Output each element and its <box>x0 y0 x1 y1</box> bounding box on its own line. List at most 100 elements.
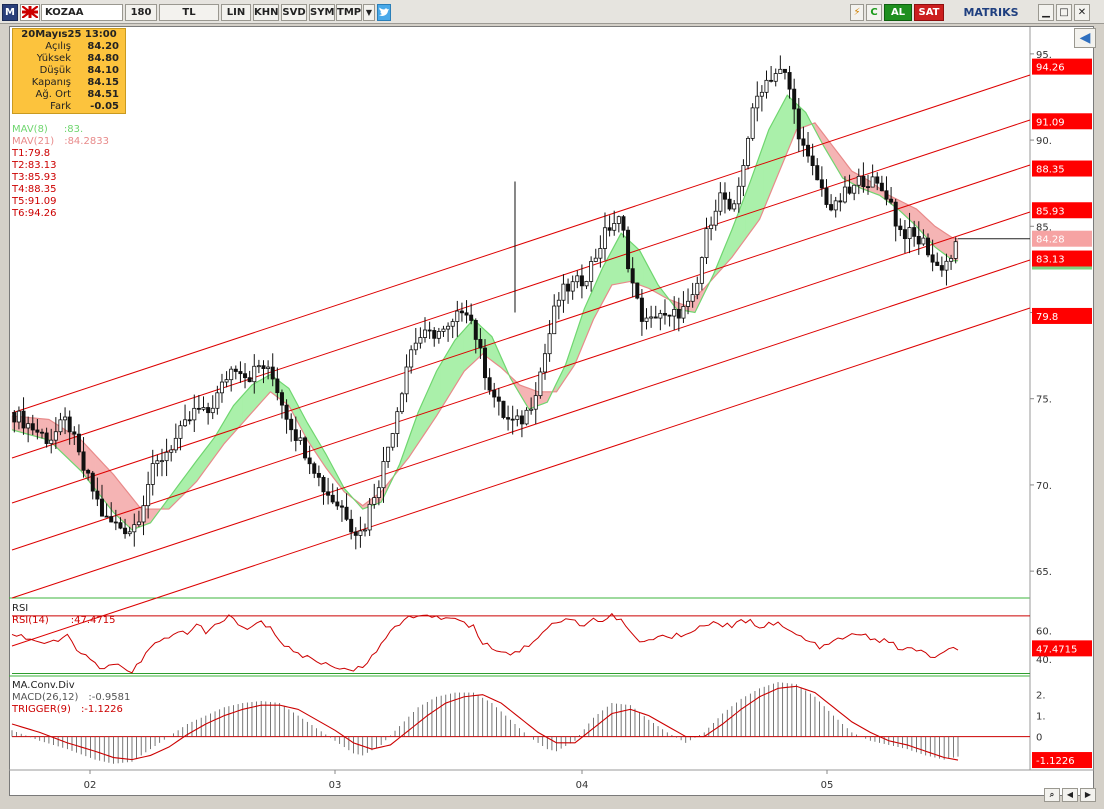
maximize-icon[interactable]: □ <box>1056 4 1072 21</box>
candle-body <box>755 95 760 109</box>
app-logo: M <box>2 4 18 21</box>
candle-body <box>159 460 164 463</box>
c-button[interactable]: C <box>866 4 882 21</box>
x-tick-label: 02 <box>84 780 97 791</box>
level-badge <box>1032 307 1092 324</box>
candle-body <box>713 210 718 226</box>
candle-body <box>496 396 501 402</box>
twitter-icon[interactable] <box>377 4 391 21</box>
candle-body <box>427 329 432 332</box>
candle-body <box>819 179 824 189</box>
lightning-icon[interactable]: ⚡ <box>850 4 864 21</box>
legend-rsi: RSI(14):47.4715 <box>12 615 116 626</box>
dropdown-arrow-icon[interactable]: ▼ <box>363 4 375 21</box>
candle-body <box>459 310 464 314</box>
candle-body <box>473 320 478 340</box>
candle-body <box>279 392 284 406</box>
candle-body <box>870 176 875 188</box>
candle-body <box>141 505 146 523</box>
buy-button[interactable]: AL <box>884 4 912 21</box>
minimize-icon[interactable]: ▁ <box>1038 4 1054 21</box>
chart-canvas[interactable] <box>9 26 1094 796</box>
back-arrow-icon[interactable]: ◀ <box>1074 28 1096 48</box>
candle-body <box>455 310 460 322</box>
candle-body <box>856 175 861 186</box>
sym-button[interactable]: SYM <box>309 4 335 21</box>
channel-line <box>11 259 1031 599</box>
candle-body <box>787 72 792 90</box>
candle-body <box>658 313 663 319</box>
rsi-tick-label: 60. <box>1036 626 1052 637</box>
symbol-input[interactable]: KOZAA <box>41 4 123 21</box>
candle-body <box>621 216 626 231</box>
candle-body <box>316 472 321 478</box>
info-row: Düşük 84.10 <box>39 65 119 76</box>
level-badge <box>1032 202 1092 219</box>
y-tick-label: 70. <box>1036 481 1052 492</box>
macd-value-label: -1.1226 <box>1036 756 1075 767</box>
y-tick-label: 95. <box>1036 50 1052 61</box>
close-icon[interactable]: ✕ <box>1074 4 1090 21</box>
candle-body <box>667 314 672 317</box>
candle-body <box>381 461 386 489</box>
candle-body <box>395 411 400 434</box>
candle-body <box>510 418 515 421</box>
candle-body <box>63 416 68 421</box>
candle-body <box>842 186 847 203</box>
candle-body <box>404 366 409 395</box>
candle-body <box>16 410 21 423</box>
candle-body <box>363 529 368 532</box>
sell-button[interactable]: SAT <box>914 4 944 21</box>
candle-body <box>635 282 640 299</box>
macd-tick-label: 0 <box>1036 733 1042 744</box>
candle-body <box>99 498 104 517</box>
candle-body <box>519 415 524 425</box>
period-selector[interactable]: 180 <box>125 4 157 21</box>
khn-button[interactable]: KHN <box>253 4 279 21</box>
flag-icon[interactable] <box>20 4 40 21</box>
channel-line <box>11 164 1031 504</box>
scroll-right-icon[interactable]: ▶ <box>1080 788 1096 802</box>
svd-button[interactable]: SVD <box>281 4 307 21</box>
level-badge-label: 85.93 <box>1036 206 1065 217</box>
cloud-segment <box>745 181 751 240</box>
candle-body <box>782 68 787 73</box>
candle-body <box>146 484 151 507</box>
tmp-button[interactable]: TMP <box>336 4 362 21</box>
candle-body <box>390 433 395 448</box>
candle-body <box>907 227 912 240</box>
candle-body <box>612 223 617 231</box>
candle-body <box>866 186 871 189</box>
brand-logo: MATRIKS <box>963 6 1019 19</box>
candle-body <box>261 365 266 369</box>
candle-body <box>741 165 746 187</box>
candle-body <box>266 366 271 369</box>
candle-body <box>252 365 257 383</box>
macd-title: MA.Conv.Div <box>12 680 75 691</box>
candle-body <box>321 476 326 493</box>
legend-t4: T4:88.35 <box>12 184 57 195</box>
candle-body <box>556 299 561 307</box>
candle-body <box>104 515 109 518</box>
candle-body <box>238 371 243 375</box>
candle-body <box>893 201 898 227</box>
scroll-left-icon[interactable]: ◀ <box>1062 788 1078 802</box>
candle-body <box>649 316 654 319</box>
level-badge <box>1032 230 1092 247</box>
candle-body <box>626 229 631 270</box>
candle-body <box>746 137 751 166</box>
candle-body <box>773 73 778 82</box>
candle-body <box>672 309 677 317</box>
candle-body <box>939 265 944 271</box>
currency-selector[interactable]: TL <box>159 4 219 21</box>
candle-body <box>90 472 95 492</box>
candle-body <box>579 275 584 287</box>
cloud-segment <box>427 381 433 431</box>
rsi-tick-label: 40. <box>1036 655 1052 666</box>
legend-trigger: TRIGGER(9):-1.1226 <box>12 704 123 715</box>
magnifier-icon[interactable]: ⌕ <box>1044 788 1060 802</box>
candle-body <box>732 203 737 210</box>
lin-button[interactable]: LIN <box>221 4 251 21</box>
candle-body <box>376 487 381 498</box>
